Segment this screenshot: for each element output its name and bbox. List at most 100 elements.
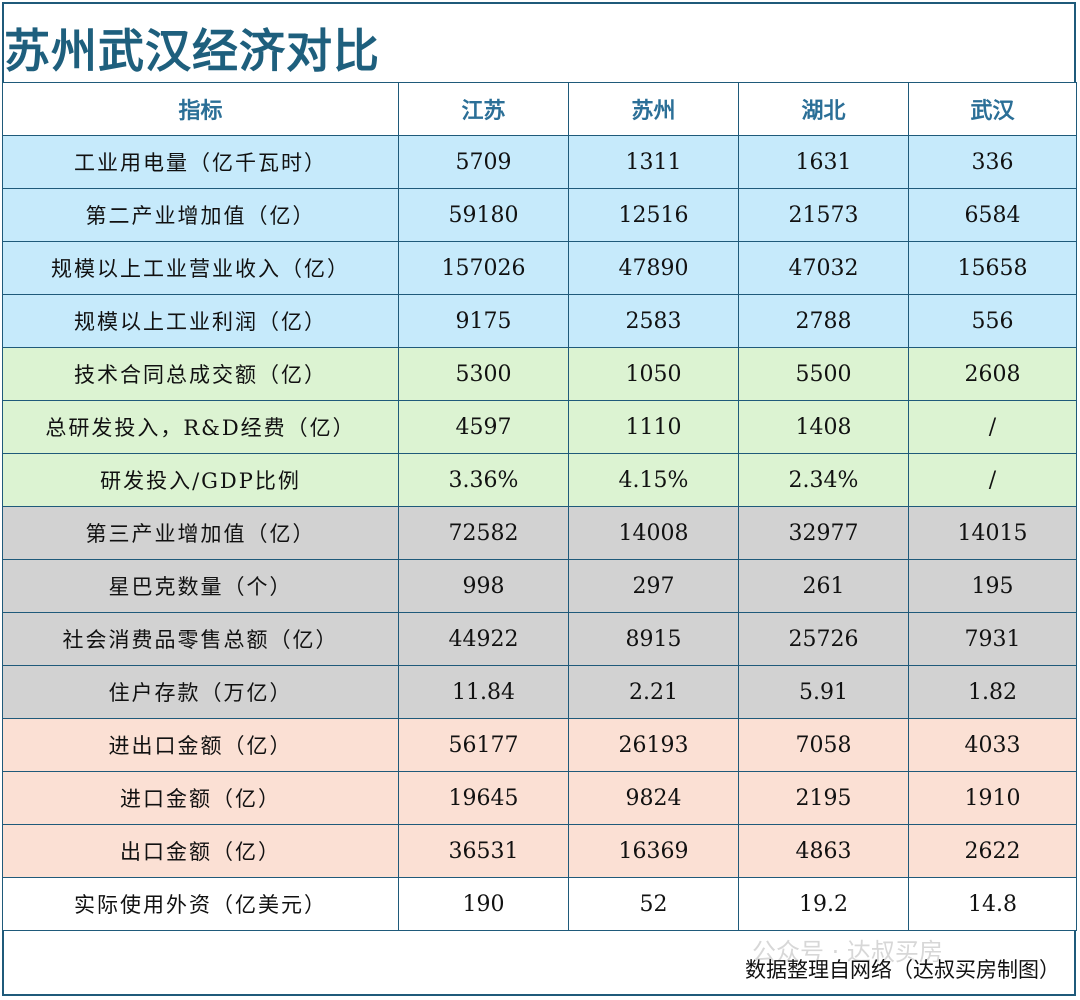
- cell-wuhan: 2622: [908, 824, 1077, 878]
- cell-wuhan: /: [908, 453, 1077, 507]
- cell-jiangsu: 998: [398, 559, 569, 613]
- cell-suzhou: 1050: [568, 347, 739, 401]
- cell-hubei: 25726: [738, 612, 909, 666]
- cell-hubei: 32977: [738, 506, 909, 560]
- cell-jiangsu: 72582: [398, 506, 569, 560]
- cell-indicator: 研发投入/GDP比例: [2, 453, 399, 507]
- cell-wuhan: 556: [908, 294, 1077, 348]
- cell-hubei: 1631: [738, 135, 909, 189]
- cell-indicator: 进口金额（亿）: [2, 771, 399, 825]
- cell-jiangsu: 4597: [398, 400, 569, 454]
- cell-indicator: 规模以上工业营业收入（亿）: [2, 241, 399, 295]
- cell-indicator: 总研发投入，R&D经费（亿）: [2, 400, 399, 454]
- table-row: 规模以上工业利润（亿） 9175 2583 2788 556: [2, 294, 1077, 348]
- cell-jiangsu: 157026: [398, 241, 569, 295]
- cell-wuhan: 14015: [908, 506, 1077, 560]
- cell-hubei: 19.2: [738, 877, 909, 931]
- table-row: 总研发投入，R&D经费（亿） 4597 1110 1408/: [2, 400, 1077, 454]
- header-wuhan: 武汉: [908, 82, 1077, 136]
- cell-wuhan: 4033: [908, 718, 1077, 772]
- table-row: 社会消费品零售总额（亿） 44922 8915 25726 7931: [2, 612, 1077, 666]
- cell-jiangsu: 56177: [398, 718, 569, 772]
- cell-jiangsu: 36531: [398, 824, 569, 878]
- cell-suzhou: 297: [568, 559, 739, 613]
- header-indicator: 指标: [2, 82, 399, 136]
- cell-suzhou: 9824: [568, 771, 739, 825]
- cell-indicator: 进出口金额（亿）: [2, 718, 399, 772]
- header-jiangsu: 江苏: [398, 82, 569, 136]
- table-row: 技术合同总成交额（亿） 5300 1050 5500 2608: [2, 347, 1077, 401]
- cell-hubei: 21573: [738, 188, 909, 242]
- table-row: 出口金额（亿） 36531 16369 4863 2622: [2, 824, 1077, 878]
- cell-suzhou: 1110: [568, 400, 739, 454]
- cell-hubei: 2788: [738, 294, 909, 348]
- cell-jiangsu: 11.84: [398, 665, 569, 719]
- cell-indicator: 星巴克数量（个）: [2, 559, 399, 613]
- watermark: 公众号 · 达叔买房: [752, 938, 943, 966]
- cell-wuhan: 1910: [908, 771, 1077, 825]
- cell-hubei: 2.34%: [738, 453, 909, 507]
- cell-wuhan: 7931: [908, 612, 1077, 666]
- cell-hubei: 7058: [738, 718, 909, 772]
- cell-jiangsu: 44922: [398, 612, 569, 666]
- cell-wuhan: 2608: [908, 347, 1077, 401]
- table-row: 实际使用外资（亿美元） 190 52 19.2 14.8: [2, 877, 1077, 931]
- cell-suzhou: 14008: [568, 506, 739, 560]
- table-row: 星巴克数量（个） 998 297 261 195: [2, 559, 1077, 613]
- cell-jiangsu: 5709: [398, 135, 569, 189]
- cell-suzhou: 12516: [568, 188, 739, 242]
- cell-hubei: 4863: [738, 824, 909, 878]
- cell-indicator: 第三产业增加值（亿）: [2, 506, 399, 560]
- cell-hubei: 1408: [738, 400, 909, 454]
- cell-suzhou: 26193: [568, 718, 739, 772]
- footer: 数据整理自网络（达叔买房制图）: [2, 946, 1076, 994]
- cell-suzhou: 8915: [568, 612, 739, 666]
- cell-hubei: 261: [738, 559, 909, 613]
- table-row: 研发投入/GDP比例 3.36% 4.15% 2.34% /: [2, 453, 1077, 507]
- source-note: 数据整理自网络（达叔买房制图）: [745, 958, 1060, 982]
- cell-suzhou: 4.15%: [568, 453, 739, 507]
- table-row: 住户存款（万亿） 11.84 2.21 5.91 1.82: [2, 665, 1077, 719]
- cell-wuhan: 14.8: [908, 877, 1077, 931]
- cell-jiangsu: 3.36%: [398, 453, 569, 507]
- cell-jiangsu: 5300: [398, 347, 569, 401]
- cell-jiangsu: 190: [398, 877, 569, 931]
- cell-suzhou: 1311: [568, 135, 739, 189]
- table-header-row: 指标 江苏 苏州 湖北 武汉: [2, 82, 1077, 136]
- cell-wuhan: 6584: [908, 188, 1077, 242]
- comparison-table: 指标 江苏 苏州 湖北 武汉 工业用电量（亿千瓦时） 5709 1311 1631 33…: [2, 82, 1077, 931]
- header-suzhou: 苏州: [568, 82, 739, 136]
- cell-indicator: 社会消费品零售总额（亿）: [2, 612, 399, 666]
- table-row: 规模以上工业营业收入（亿） 157026 47890 47032 15658: [2, 241, 1077, 295]
- table-row: 工业用电量（亿千瓦时） 5709 1311 1631 336: [2, 135, 1077, 189]
- cell-indicator: 工业用电量（亿千瓦时）: [2, 135, 399, 189]
- cell-indicator: 住户存款（万亿）: [2, 665, 399, 719]
- header-hubei: 湖北: [738, 82, 909, 136]
- table-row: 进出口金额（亿） 56177 26193 7058 4033: [2, 718, 1077, 772]
- cell-jiangsu: 59180: [398, 188, 569, 242]
- cell-wuhan: 15658: [908, 241, 1077, 295]
- page-title: 苏州武汉经济对比: [4, 24, 380, 78]
- cell-hubei: 47032: [738, 241, 909, 295]
- table-body: 工业用电量（亿千瓦时） 5709 1311 1631 336 第二产业增加值（亿） 5918…: [2, 135, 1077, 931]
- cell-suzhou: 2583: [568, 294, 739, 348]
- cell-suzhou: 2.21: [568, 665, 739, 719]
- cell-hubei: 5.91: [738, 665, 909, 719]
- cell-suzhou: 47890: [568, 241, 739, 295]
- cell-suzhou: 52: [568, 877, 739, 931]
- cell-indicator: 出口金额（亿）: [2, 824, 399, 878]
- table-row: 第三产业增加值（亿） 72582 14008 32977 14015: [2, 506, 1077, 560]
- cell-indicator: 第二产业增加值（亿）: [2, 188, 399, 242]
- cell-indicator: 技术合同总成交额（亿）: [2, 347, 399, 401]
- cell-indicator: 实际使用外资（亿美元）: [2, 877, 399, 931]
- cell-jiangsu: 9175: [398, 294, 569, 348]
- cell-wuhan: 336: [908, 135, 1077, 189]
- cell-wuhan: 195: [908, 559, 1077, 613]
- cell-indicator: 规模以上工业利润（亿）: [2, 294, 399, 348]
- cell-suzhou: 16369: [568, 824, 739, 878]
- cell-jiangsu: 19645: [398, 771, 569, 825]
- cell-wuhan: /: [908, 400, 1077, 454]
- cell-hubei: 2195: [738, 771, 909, 825]
- table-row: 进口金额（亿） 19645 9824 2195 1910: [2, 771, 1077, 825]
- cell-hubei: 5500: [738, 347, 909, 401]
